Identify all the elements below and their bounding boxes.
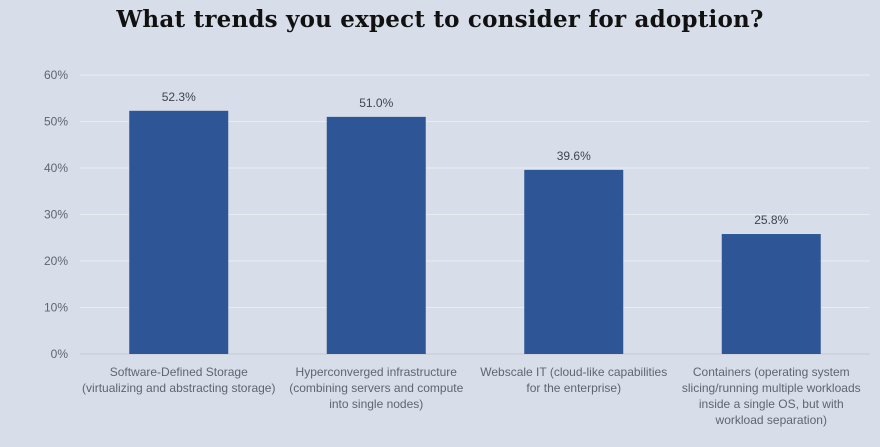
x-category-label: Containers (operating system slicing/run…: [681, 365, 861, 427]
bar: [524, 169, 624, 354]
bar-value-label: 39.6%: [557, 149, 591, 163]
y-tick-label: 40%: [44, 161, 68, 175]
y-tick-label: 30%: [44, 208, 68, 222]
y-tick-label: 50%: [44, 115, 68, 129]
x-category-label: Webscale IT (cloud-like capabilities for…: [480, 365, 668, 395]
y-tick-label: 20%: [44, 254, 68, 268]
y-tick-label: 60%: [44, 68, 68, 82]
bar-value-label: 25.8%: [754, 213, 788, 227]
bar: [721, 234, 821, 354]
y-tick-label: 10%: [44, 301, 68, 315]
bar: [129, 110, 229, 355]
bar-value-label: 51.0%: [359, 96, 393, 110]
x-category-label: Hyperconverged infrastructure (combining…: [289, 365, 464, 411]
bar-value-label: 52.3%: [162, 90, 196, 104]
x-category-label: Software-Defined Storage (virtualizing a…: [82, 365, 276, 395]
chart-title: What trends you expect to consider for a…: [116, 6, 764, 33]
y-tick-label: 0%: [51, 347, 69, 361]
bar: [326, 116, 426, 354]
